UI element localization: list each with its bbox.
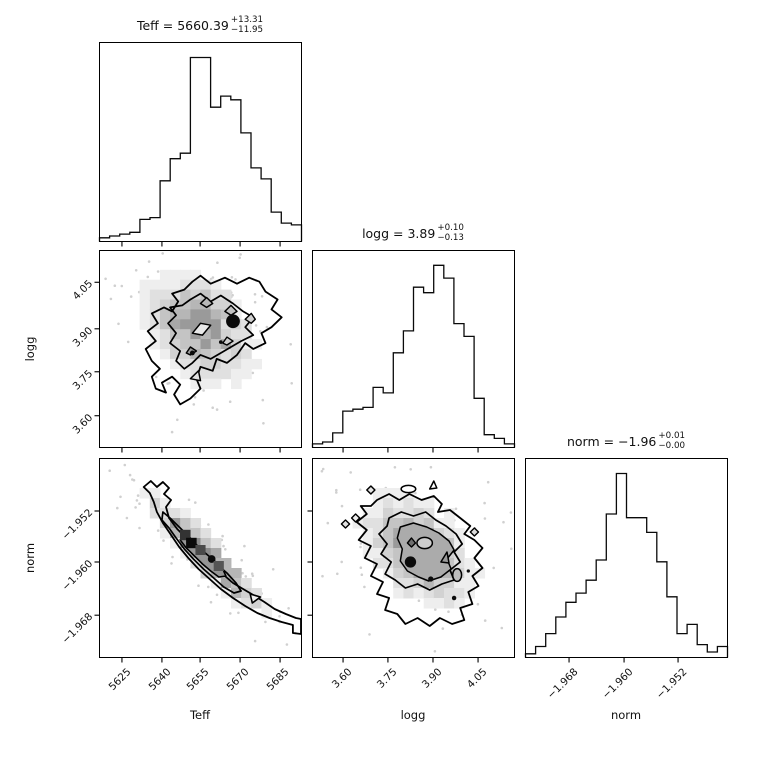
axis-ticks	[94, 281, 281, 453]
x-tick-label-logg: 4.05	[464, 666, 490, 691]
y-tick-label-logg: 3.60	[70, 411, 96, 437]
y-tick-label-logg: 3.90	[70, 324, 96, 350]
panel-spine	[525, 458, 728, 658]
contour-lines	[142, 480, 302, 635]
x-tick-label-teff: 5685	[264, 666, 292, 694]
histogram-step-line	[524, 472, 729, 658]
teff-err-plus: +13.31	[230, 15, 264, 25]
y-tick-label-norm: −1.952	[59, 506, 96, 543]
x-tick-label-teff: 5625	[106, 666, 134, 694]
y-tick-label-logg: 4.05	[70, 278, 96, 303]
logg-title: logg = 3.89 +0.10 −0.13	[362, 223, 464, 243]
teff-title-main: Teff = 5660.39	[136, 17, 229, 33]
x-tick-label-norm: −1.960	[600, 666, 636, 702]
logg-err-minus: −0.13	[437, 233, 464, 243]
logg-title-errors: +0.10 −0.13	[437, 223, 464, 243]
logg-title-main: logg = 3.89	[362, 225, 436, 241]
teff-err-minus: −11.95	[230, 25, 264, 35]
panel-spine	[312, 250, 515, 448]
x-tick-label-teff: 5640	[146, 666, 174, 694]
x-axis-label-teff: Teff	[189, 708, 211, 722]
norm-err-plus: +0.01	[658, 431, 686, 441]
y-tick-label-norm: −1.968	[59, 610, 96, 647]
y-axis-label-norm: norm	[23, 542, 37, 574]
x-tick-label-logg: 3.75	[374, 666, 400, 691]
x-axis-label-norm: norm	[610, 708, 642, 722]
panel-hist-logg	[311, 250, 516, 453]
x-tick-label-norm: −1.968	[545, 666, 581, 702]
norm-err-minus: −0.00	[658, 441, 686, 451]
norm-title-errors: +0.01 −0.00	[658, 431, 685, 451]
contour-lines	[340, 480, 484, 627]
contour-lines	[144, 274, 283, 406]
x-tick-label-teff: 5655	[184, 666, 212, 694]
x-tick-label-logg: 3.90	[419, 666, 445, 691]
panel-2d-norm-vs-teff	[94, 458, 302, 663]
panel-2d-norm-vs-logg	[307, 458, 515, 663]
panel-hist-norm	[524, 458, 729, 663]
panel-hist-teff	[98, 42, 303, 247]
panel-spine	[312, 458, 515, 658]
axis-ticks	[342, 448, 479, 453]
panel-spine	[99, 458, 302, 658]
norm-title-main: norm = −1.96	[566, 433, 657, 449]
panel-2d-logg-vs-teff	[94, 250, 302, 453]
y-tick-label-norm: −1.960	[59, 557, 96, 594]
teff-title-errors: +13.31 −11.95	[231, 15, 263, 35]
y-tick-label-logg: 3.75	[70, 367, 96, 393]
histogram-step-line	[311, 264, 516, 448]
axis-ticks	[94, 510, 281, 663]
x-tick-label-logg: 3.60	[329, 666, 355, 691]
x-axis-label-logg: logg	[400, 708, 426, 722]
histogram-step-line	[98, 56, 303, 242]
y-axis-label-logg: logg	[23, 336, 37, 362]
axis-ticks	[121, 242, 281, 247]
x-tick-label-teff: 5670	[224, 666, 252, 694]
norm-title: norm = −1.96 +0.01 −0.00	[567, 431, 685, 451]
axis-ticks	[307, 510, 479, 663]
logg-err-plus: +0.10	[437, 223, 464, 233]
teff-title: Teff = 5660.39 +13.31 −11.95	[137, 15, 263, 35]
x-tick-label-norm: −1.952	[654, 666, 690, 702]
panel-spine	[99, 250, 302, 448]
axis-ticks	[568, 658, 679, 663]
panel-spine	[99, 42, 302, 242]
